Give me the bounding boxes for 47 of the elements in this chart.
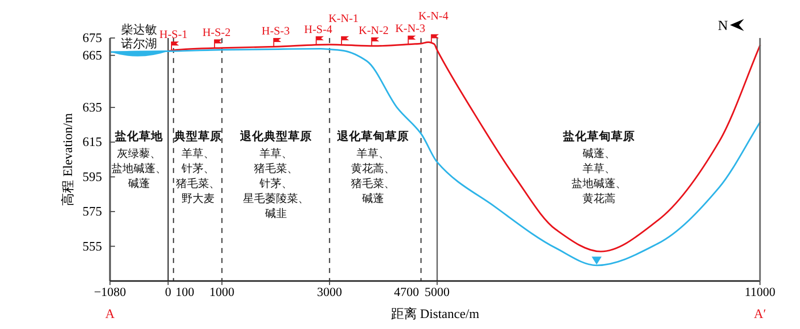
ref-line-label: 4700 (394, 285, 420, 299)
annotation: 羊草、猪毛菜、针茅、星毛萎陵菜、碱韭 (243, 147, 309, 220)
annotation: 退化草甸草原 (336, 129, 409, 143)
text: A (105, 306, 116, 321)
y-tick-label: 635 (82, 99, 102, 114)
annotation: 退化典型草原 (239, 129, 312, 143)
data-label: K-N-1 (328, 12, 359, 25)
data-label: H-S-4 (304, 24, 333, 36)
x-tick-label: −1080 (94, 285, 126, 299)
point (408, 36, 415, 45)
data-label: K-N-4 (418, 10, 449, 23)
point (170, 41, 178, 50)
line-series (109, 48, 761, 266)
text: A′ (754, 306, 766, 321)
annotation: 碱蓬、羊草、盐地碱蓬、黄花蒿 (572, 147, 626, 205)
data-label: K-N-2 (358, 24, 389, 37)
data-label: H-S-3 (262, 26, 290, 38)
x-tick-label: 5000 (424, 285, 450, 299)
point (341, 36, 348, 46)
y-tick-label: 595 (82, 168, 102, 184)
data-label: K-N-3 (395, 23, 426, 36)
y-tick-label: 665 (82, 47, 102, 62)
y-tick-label: 675 (82, 30, 102, 45)
annotation: 柴达敏诺尔湖 (121, 22, 158, 51)
x-tick-label: 0 (164, 285, 172, 299)
annotation: 羊草、黄花蒿、猪毛菜、碱蓬 (351, 147, 395, 205)
y-tick-label: 575 (82, 204, 102, 219)
x-axis-title: 距离 Distance/m (390, 306, 480, 321)
annotation: 灰绿藜、盐地碱蓬、碱蓬 (112, 147, 166, 190)
x-tick-label: 11000 (744, 285, 776, 299)
x-tick-label: 1000 (209, 285, 234, 299)
annotation: 盐化草甸草原 (562, 129, 635, 143)
text: N (718, 19, 728, 34)
point (214, 39, 222, 48)
point (592, 256, 602, 265)
annotation: 典型草原 (173, 129, 222, 143)
point (371, 37, 378, 46)
y-axis-title: 高程 Elevation/m (60, 113, 75, 206)
x-tick-label: 3000 (317, 285, 342, 299)
annotation: 羊草、针茅、猪毛菜、野大麦 (176, 147, 220, 205)
y-tick-label: 555 (82, 238, 102, 254)
data-label: H-S-1 (159, 28, 188, 41)
y-tick-label: 615 (82, 134, 102, 150)
data-label: H-S-2 (202, 26, 231, 39)
annotation: 盐化草地 (114, 129, 164, 143)
point (430, 34, 438, 44)
ref-line-label: 100 (175, 285, 194, 299)
